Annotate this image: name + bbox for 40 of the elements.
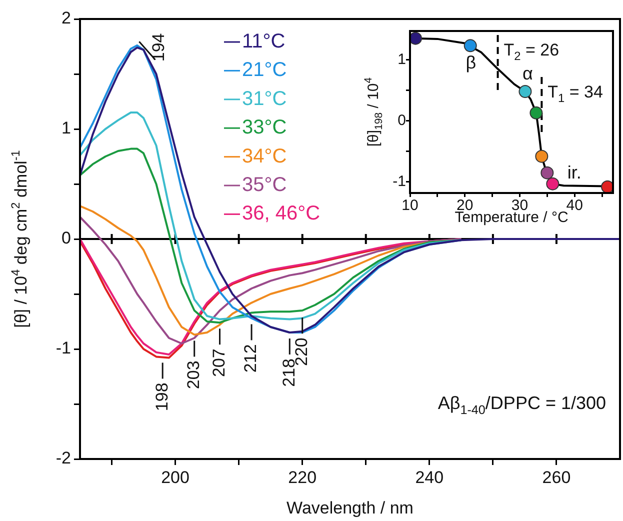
y-tick-label: 1 — [62, 118, 71, 138]
point — [410, 32, 422, 45]
y-tick-label: -2 — [56, 448, 71, 468]
annotation: 198 — [152, 382, 172, 412]
legend-label: 36, 46°C — [242, 202, 320, 225]
y-tick-label: 2 — [62, 8, 71, 28]
x-axis-title: Wavelength / nm — [286, 498, 414, 518]
x-tick-label: 220 — [288, 468, 317, 487]
annotation: 212 — [241, 344, 260, 373]
annotation: α — [522, 64, 533, 84]
annotation: ir. — [567, 162, 582, 183]
x-tick-label: 200 — [161, 468, 190, 487]
x-tick-label: 10 — [402, 197, 418, 214]
y-tick-label: -1 — [56, 338, 71, 358]
y-tick-label: 0 — [62, 228, 71, 248]
x-tick-label: 40 — [566, 197, 583, 214]
point — [546, 177, 560, 190]
point — [464, 39, 477, 52]
annotation: 203 — [184, 360, 204, 390]
y-axis-title: [θ]198 / 104 — [362, 77, 386, 147]
point — [601, 180, 613, 193]
point — [518, 85, 532, 98]
x-tick-label: 240 — [415, 468, 444, 487]
legend-label: 21°C — [242, 59, 287, 82]
annotation: β — [466, 52, 476, 72]
y-tick-label: 1 — [398, 50, 406, 68]
y-tick-label: -1 — [392, 173, 406, 190]
legend-label: 35°C — [242, 174, 287, 196]
legend-label: 11°C — [242, 30, 286, 53]
legend-label: 34°C — [242, 145, 287, 168]
annotation: 194 — [148, 33, 168, 62]
x-tick-label: 260 — [542, 468, 571, 487]
y-tick-label: 0 — [398, 112, 406, 130]
legend-label: 31°C — [242, 88, 287, 110]
y-axis-title: [θ] / 104 deg cm2 dmol-1 — [8, 150, 31, 328]
annotation: 207 — [209, 348, 228, 377]
point — [535, 150, 548, 163]
legend-label: 33°C — [242, 116, 287, 139]
point — [530, 106, 543, 120]
point — [540, 166, 554, 180]
